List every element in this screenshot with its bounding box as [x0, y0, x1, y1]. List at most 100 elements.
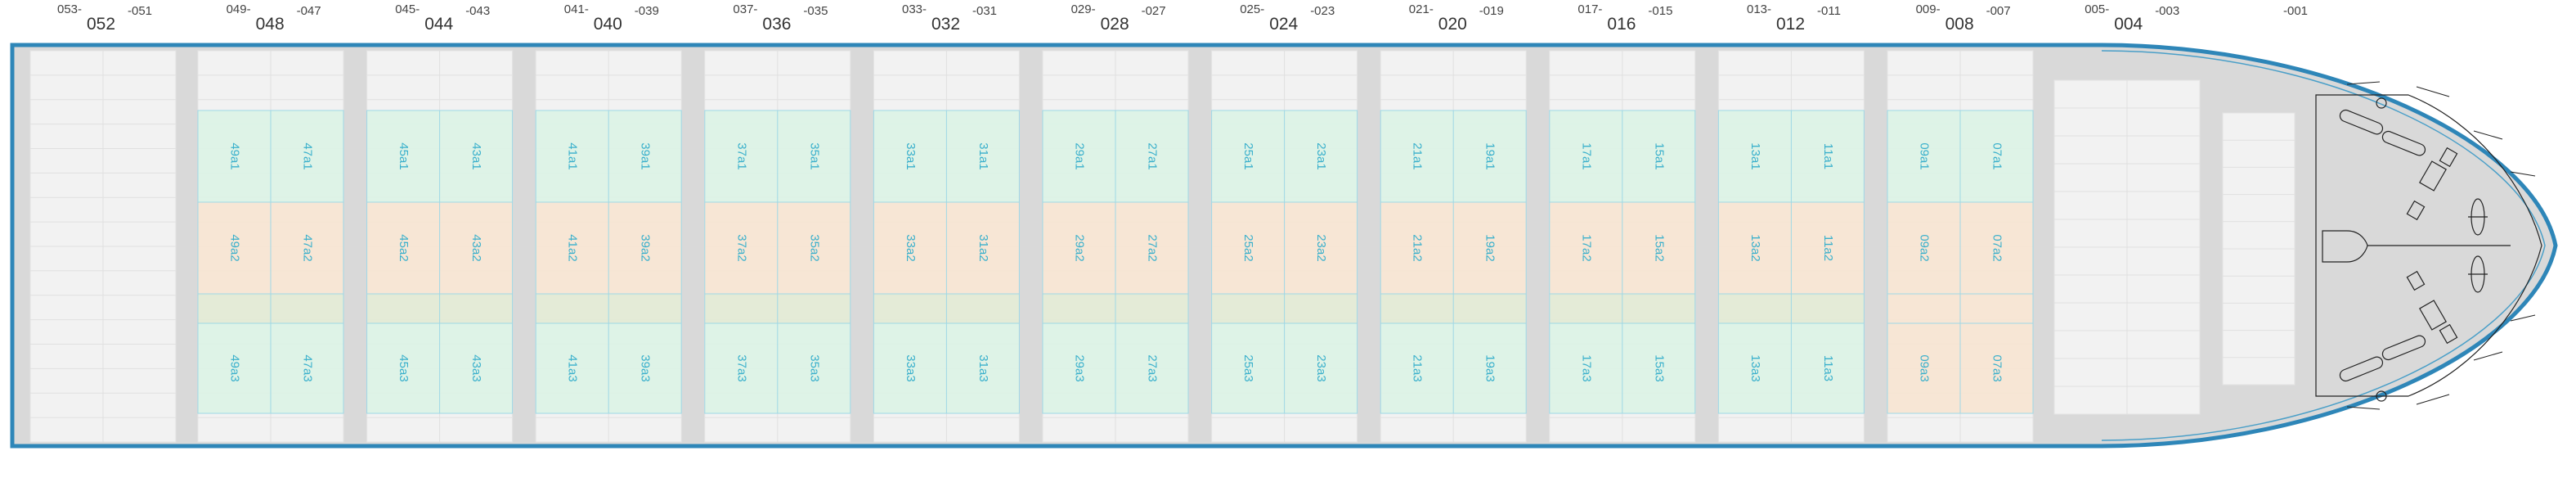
- stowage-cell-label[interactable]: 17a3: [1579, 354, 1593, 381]
- stowage-cell-label[interactable]: 33a3: [904, 354, 918, 381]
- stowage-cell-label[interactable]: 17a2: [1579, 234, 1593, 261]
- bay-label-odd: -027: [1142, 4, 1166, 18]
- stowage-cell-label[interactable]: 15a1: [1652, 142, 1666, 169]
- stowage-cell-label[interactable]: 19a1: [1483, 142, 1497, 169]
- stowage-cell-label[interactable]: 19a3: [1483, 354, 1497, 381]
- stowage-cell-label[interactable]: 31a1: [976, 142, 990, 169]
- stowage-cell-label[interactable]: 33a1: [904, 142, 918, 169]
- bay-label-odd: 053-: [57, 2, 82, 16]
- stowage-cell-label[interactable]: 49a2: [228, 234, 242, 261]
- stowage-cell-label[interactable]: 25a1: [1241, 142, 1255, 169]
- stowage-cell-label[interactable]: 11a3: [1821, 355, 1835, 381]
- stowage-cell-label[interactable]: 23a2: [1314, 234, 1328, 261]
- stowage-cell-label[interactable]: 29a2: [1073, 234, 1087, 261]
- bay-label-pair: 004: [2114, 15, 2143, 34]
- stowage-cell-label[interactable]: 43a1: [469, 142, 483, 169]
- stowage-cell-label[interactable]: 13a1: [1748, 142, 1762, 169]
- bay-label-odd: -043: [465, 4, 490, 18]
- hold-grids: 49a1 49a2 49a3 47a1 47a2 47a3 45a1 45a2 45a3 43a1…: [29, 50, 2296, 443]
- stowage-cell-label[interactable]: 09a1: [1918, 142, 1932, 169]
- bay-label-odd: 005-: [2085, 2, 2109, 16]
- stowage-cell-label[interactable]: 45a1: [397, 142, 411, 169]
- stowage-cell-label[interactable]: 07a1: [1990, 142, 2004, 169]
- stowage-cell-label[interactable]: 27a2: [1146, 234, 1160, 261]
- stowage-cell-label[interactable]: 21a1: [1411, 142, 1425, 169]
- stowage-cell-label[interactable]: 13a3: [1748, 354, 1762, 381]
- bay-label-pair: 024: [1269, 15, 1298, 34]
- bay-label-pair: 048: [256, 15, 285, 34]
- stowage-cell-label[interactable]: 13a2: [1748, 234, 1762, 261]
- slot-grid: 13a1 13a2 13a3 11a1 11a2 11a3: [1717, 50, 1865, 443]
- slot-grid: [2053, 79, 2201, 415]
- stowage-cell-label[interactable]: 41a3: [566, 354, 580, 381]
- stowage-cell-label[interactable]: 09a3: [1918, 354, 1932, 381]
- slot-grid: 37a1 37a2 37a3 35a1 35a2 35a3: [704, 50, 851, 443]
- bay-label-odd: 033-: [902, 2, 927, 16]
- stowage-cell-label[interactable]: 23a1: [1314, 142, 1328, 169]
- stowage-cell-label[interactable]: 47a1: [301, 142, 315, 169]
- stowage-cell-label[interactable]: 35a3: [807, 354, 821, 381]
- stowage-cell-label[interactable]: 31a3: [976, 354, 990, 381]
- stowage-cell-label[interactable]: 37a1: [734, 142, 748, 169]
- bay-label-odd: 013-: [1747, 2, 1771, 16]
- stowage-cell-label[interactable]: 45a3: [397, 354, 411, 381]
- bay-number-header: 053- 052 -051 049- 048 -047 045- 044 -043 041- 040…: [57, 2, 2308, 34]
- stowage-cell-label[interactable]: 23a3: [1314, 354, 1328, 381]
- stowage-cell-label[interactable]: 37a3: [734, 354, 748, 381]
- bay-label-odd: -039: [635, 4, 659, 18]
- bay-label-odd: 025-: [1240, 2, 1264, 16]
- stowage-cell-label[interactable]: 25a2: [1241, 234, 1255, 261]
- bay-label-odd: 037-: [733, 2, 757, 16]
- stowage-cell-label[interactable]: 21a3: [1411, 354, 1425, 381]
- stowage-cell-label[interactable]: 19a2: [1483, 234, 1497, 261]
- bay-label-odd: -015: [1648, 4, 1672, 18]
- stowage-cell-label[interactable]: 41a1: [566, 142, 580, 169]
- stowage-cell-label[interactable]: 11a1: [1821, 143, 1835, 169]
- slot-grid: 25a1 25a2 25a3 23a1 23a2 23a3: [1211, 50, 1358, 443]
- stowage-cell-label[interactable]: 43a3: [469, 354, 483, 381]
- bay-label-odd: 017-: [1577, 2, 1602, 16]
- stowage-cell-label[interactable]: 47a2: [301, 234, 315, 261]
- stowage-cell-label[interactable]: 27a1: [1146, 142, 1160, 169]
- stowage-cell-label[interactable]: 41a2: [566, 234, 580, 261]
- stowage-cell-label[interactable]: 37a2: [734, 234, 748, 261]
- stowage-cell-label[interactable]: 09a2: [1918, 234, 1932, 261]
- stowage-cell-label[interactable]: 29a1: [1073, 142, 1087, 169]
- bay-label-pair: 036: [762, 15, 791, 34]
- stowage-cell-label[interactable]: 07a2: [1990, 234, 2004, 261]
- bay-label-odd: 045-: [395, 2, 420, 16]
- stowage-cell-label[interactable]: 39a1: [639, 142, 653, 169]
- bay-label-pair: 016: [1607, 15, 1636, 34]
- bay-label-odd: -035: [803, 4, 828, 18]
- stowage-cell-label[interactable]: 29a3: [1073, 354, 1087, 381]
- stowage-cell-label[interactable]: 45a2: [397, 234, 411, 261]
- stowage-cell-label[interactable]: 21a2: [1411, 234, 1425, 261]
- stowage-cell-label[interactable]: 15a3: [1652, 354, 1666, 381]
- bay-label-pair: 052: [87, 15, 115, 34]
- stowage-cell-label[interactable]: 27a3: [1146, 354, 1160, 381]
- stowage-cell-label[interactable]: 47a3: [301, 354, 315, 381]
- bay-label-odd: 009-: [1916, 2, 1941, 16]
- stowage-cell-label[interactable]: 39a3: [639, 354, 653, 381]
- bay-label-odd: -023: [1310, 4, 1335, 18]
- slot-grid: 21a1 21a2 21a3 19a1 19a2 19a3: [1380, 50, 1527, 443]
- slot-grid: [2222, 112, 2296, 386]
- stowage-cell-label[interactable]: 39a2: [639, 234, 653, 261]
- stowage-cell-label[interactable]: 15a2: [1652, 234, 1666, 261]
- stowage-cell-label[interactable]: 49a3: [228, 354, 242, 381]
- stowage-cell-label[interactable]: 49a1: [228, 142, 242, 169]
- stowage-cell-label[interactable]: 35a1: [807, 142, 821, 169]
- stowage-cell-label[interactable]: 35a2: [807, 234, 821, 261]
- stowage-cell-label[interactable]: 11a2: [1821, 235, 1835, 261]
- hull-inner-line: [2101, 50, 2546, 441]
- stowage-cell-label[interactable]: 31a2: [976, 234, 990, 261]
- stowage-cell-label[interactable]: 07a3: [1990, 354, 2004, 381]
- stowage-cell-label[interactable]: 25a3: [1241, 354, 1255, 381]
- slot-grid: 49a1 49a2 49a3 47a1 47a2 47a3: [197, 50, 344, 443]
- slot-grid: 41a1 41a2 41a3 39a1 39a2 39a3: [535, 50, 682, 443]
- stowage-cell-label[interactable]: 17a1: [1579, 142, 1593, 169]
- stowage-cell-label[interactable]: 43a2: [469, 234, 483, 261]
- bay-label-odd: -001: [2283, 4, 2308, 18]
- stowage-cell-label[interactable]: 33a2: [904, 234, 918, 261]
